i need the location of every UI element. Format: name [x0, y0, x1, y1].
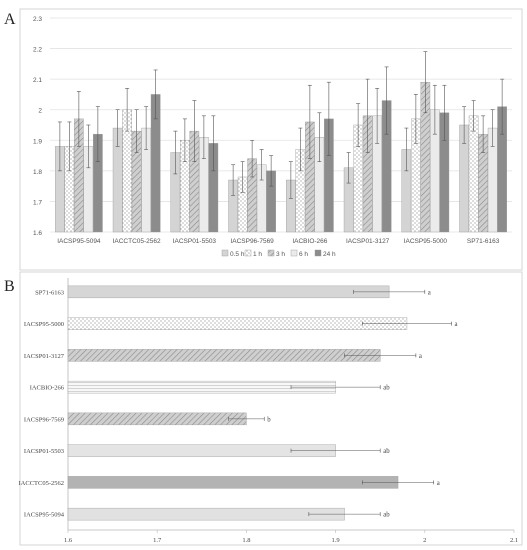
- significance-label: b: [267, 416, 271, 423]
- x-tick-label: 2: [423, 537, 426, 544]
- y-tick-label: 2.1: [33, 77, 42, 84]
- x-tick-label: IACSP95-5094: [57, 238, 101, 245]
- y-tick-label: 1.7: [33, 199, 42, 206]
- bar: [468, 115, 479, 233]
- panel-b-label: B: [4, 278, 15, 295]
- category-label: IACSP95-5000: [24, 321, 64, 328]
- legend-swatch: [314, 249, 322, 257]
- legend-swatch: [221, 249, 229, 257]
- y-tick-label: 2.3: [33, 16, 42, 23]
- legend-swatch: [267, 249, 275, 257]
- significance-label: ab: [383, 448, 390, 455]
- legend-swatch: [290, 249, 298, 257]
- bar: [67, 317, 408, 330]
- bar: [67, 285, 390, 299]
- bar: [67, 349, 381, 362]
- x-tick-label: IACSP95-5000: [404, 238, 448, 245]
- panel-a-frame: [19, 8, 523, 271]
- bar: [67, 507, 345, 521]
- y-tick-label: 1.6: [33, 230, 42, 237]
- y-tick-label: 2.2: [33, 47, 42, 54]
- significance-label: a: [428, 289, 431, 296]
- y-tick-label: 1.8: [33, 169, 42, 176]
- category-label: SP71-6163: [35, 289, 64, 296]
- legend-swatch: [244, 249, 252, 257]
- legend-label: 0.5 h: [230, 251, 245, 258]
- x-tick-label: IACSP01-5503: [173, 238, 217, 245]
- significance-label: a: [419, 353, 422, 360]
- significance-label: a: [455, 321, 458, 328]
- legend-label: 6 h: [299, 251, 308, 258]
- x-tick-label: SP71-6163: [467, 238, 500, 245]
- significance-label: a: [437, 480, 440, 487]
- x-tick-label: 1.6: [64, 537, 73, 544]
- legend-label: 24 h: [323, 251, 336, 258]
- bar: [67, 412, 247, 426]
- category-label: IACBIO-266: [30, 385, 65, 392]
- category-label: IACCTC05-2562: [19, 480, 65, 487]
- x-tick-label: IACSP01-3127: [346, 238, 390, 245]
- category-label: IACSP96-7569: [24, 416, 64, 423]
- significance-label: ab: [383, 512, 390, 519]
- bar: [67, 476, 399, 489]
- y-tick-label: 2: [38, 108, 42, 115]
- chart-b: 1.6 1.7 1.8 1.9 2 2.1 a SP71-6163 a IACSP95-5000 a…: [19, 278, 518, 544]
- chart-a: 1.6 1.7 1.8 1.9 2 2.1 2.2 2.3 IACSP95-5094 IACCTC…: [33, 16, 512, 258]
- x-tick-label: 1.8: [242, 537, 250, 544]
- legend-label: 3 h: [276, 251, 285, 258]
- category-label: IACSP95-5094: [24, 512, 65, 519]
- x-tick-label: IACCTC05-2562: [113, 238, 161, 245]
- x-tick-label: 1.9: [332, 537, 340, 544]
- x-tick-label: 1.7: [153, 537, 162, 544]
- panel-b-frame: [19, 271, 523, 546]
- y-tick-label: 1.9: [33, 138, 42, 145]
- x-tick-label: IACBIO-266: [292, 238, 327, 245]
- x-tick-label: 2.1: [510, 537, 518, 544]
- legend-label: 1 h: [253, 251, 262, 258]
- panel-a-label: A: [4, 11, 16, 28]
- x-tick-label: IACSP96-7569: [230, 238, 274, 245]
- significance-label: ab: [383, 385, 390, 392]
- category-label: IACSP01-3127: [24, 353, 65, 360]
- category-label: IACSP01-5503: [24, 448, 64, 455]
